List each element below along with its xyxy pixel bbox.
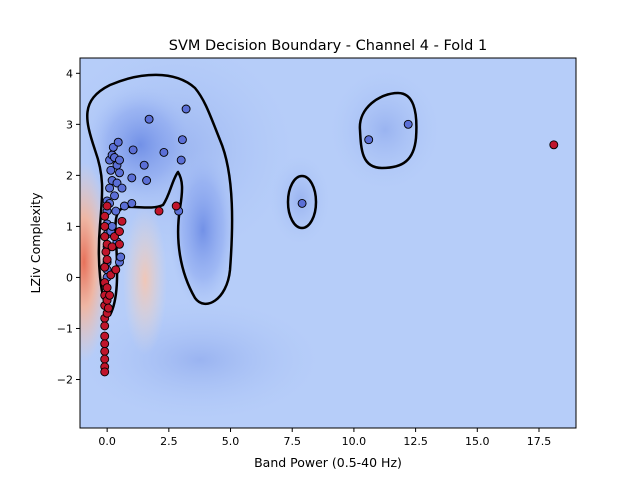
point-0-28 bbox=[119, 201, 129, 211]
x-tick-label: 12.5 bbox=[403, 435, 428, 448]
y-tick-label: 0 bbox=[66, 271, 73, 284]
point-0-38 bbox=[176, 155, 186, 165]
point-1-27 bbox=[111, 265, 121, 275]
contour-blob-pink-band bbox=[123, 205, 167, 355]
point-1-9 bbox=[100, 321, 110, 331]
point-0-43 bbox=[403, 119, 413, 129]
x-tick-label: 2.5 bbox=[160, 435, 178, 448]
x-tick-label: 15.0 bbox=[465, 435, 490, 448]
point-1-2 bbox=[100, 232, 110, 242]
y-tick-label: 3 bbox=[66, 118, 73, 131]
x-tick-label: 0.0 bbox=[98, 435, 116, 448]
chart-title: SVM Decision Boundary - Channel 4 - Fold… bbox=[169, 38, 487, 54]
point-0-27 bbox=[117, 183, 127, 193]
point-1-33 bbox=[549, 140, 559, 150]
point-1-4 bbox=[100, 262, 110, 272]
decision-function-contours bbox=[80, 58, 440, 420]
point-0-32 bbox=[128, 145, 138, 155]
point-0-9 bbox=[105, 183, 115, 193]
point-1-11 bbox=[100, 339, 110, 349]
y-axis-ticks: −2 −1 0 1 2 3 4 bbox=[57, 67, 80, 387]
y-axis-label: LZiv Complexity bbox=[28, 192, 43, 294]
point-0-11 bbox=[107, 221, 117, 231]
point-0-41 bbox=[297, 198, 307, 208]
point-1-28 bbox=[115, 227, 124, 236]
point-1-16 bbox=[102, 201, 112, 211]
plot-frame bbox=[79, 57, 577, 429]
plot-area bbox=[80, 58, 576, 428]
point-1-23 bbox=[105, 290, 115, 300]
point-1-32 bbox=[171, 201, 181, 211]
x-tick-label: 10.0 bbox=[342, 435, 367, 448]
point-1-31 bbox=[154, 206, 164, 216]
x-axis-label: Band Power (0.5-40 Hz) bbox=[254, 455, 402, 470]
point-1-13 bbox=[100, 354, 110, 364]
x-tick-label: 5.0 bbox=[222, 435, 240, 448]
point-1-0 bbox=[100, 211, 110, 221]
x-tick-label: 7.5 bbox=[283, 435, 301, 448]
y-tick-label: −2 bbox=[57, 374, 73, 387]
point-1-1 bbox=[100, 221, 110, 231]
point-0-34 bbox=[142, 176, 152, 185]
point-0-36 bbox=[159, 147, 169, 157]
x-tick-label: 17.5 bbox=[527, 435, 552, 448]
point-1-29 bbox=[115, 239, 124, 249]
y-tick-label: −1 bbox=[57, 322, 73, 335]
point-0-30 bbox=[127, 198, 137, 208]
point-1-15 bbox=[100, 367, 110, 377]
point-1-25 bbox=[107, 242, 117, 252]
point-1-22 bbox=[103, 303, 113, 313]
point-1-19 bbox=[102, 283, 112, 293]
point-1-12 bbox=[100, 346, 110, 356]
point-1-30 bbox=[117, 216, 127, 226]
point-0-35 bbox=[144, 114, 154, 124]
contour-blob-upper-right bbox=[330, 70, 440, 190]
point-1-10 bbox=[100, 331, 110, 341]
data-points bbox=[100, 104, 559, 377]
y-tick-label: 2 bbox=[66, 169, 73, 182]
contour-blob-red-band bbox=[80, 162, 110, 362]
point-0-42 bbox=[364, 135, 374, 145]
point-0-13 bbox=[106, 165, 116, 175]
point-0-21 bbox=[111, 206, 121, 216]
point-0-26 bbox=[115, 168, 124, 178]
point-0-31 bbox=[127, 173, 137, 183]
decision-boundary-island-mid bbox=[286, 174, 318, 230]
decision-boundary-island-right bbox=[358, 91, 418, 170]
point-0-40 bbox=[181, 104, 191, 114]
point-0-20 bbox=[115, 155, 124, 165]
y-tick-label: 4 bbox=[66, 67, 73, 80]
point-0-29 bbox=[116, 252, 126, 262]
point-0-24 bbox=[110, 191, 119, 201]
point-0-39 bbox=[177, 135, 187, 145]
decision-boundary-main bbox=[86, 73, 234, 317]
x-axis-ticks: 0.0 2.5 5.0 7.5 10.0 12.5 15.0 17.5 bbox=[98, 428, 551, 448]
decision-boundary-lines bbox=[86, 73, 418, 317]
contour-blob-right-lobe bbox=[169, 150, 237, 310]
y-tick-label: 1 bbox=[66, 220, 73, 233]
point-1-18 bbox=[102, 255, 112, 265]
point-0-19 bbox=[113, 137, 123, 147]
contour-blob-lower bbox=[80, 300, 320, 420]
contour-blob-cluster-core bbox=[85, 85, 195, 205]
point-0-33 bbox=[139, 160, 149, 170]
